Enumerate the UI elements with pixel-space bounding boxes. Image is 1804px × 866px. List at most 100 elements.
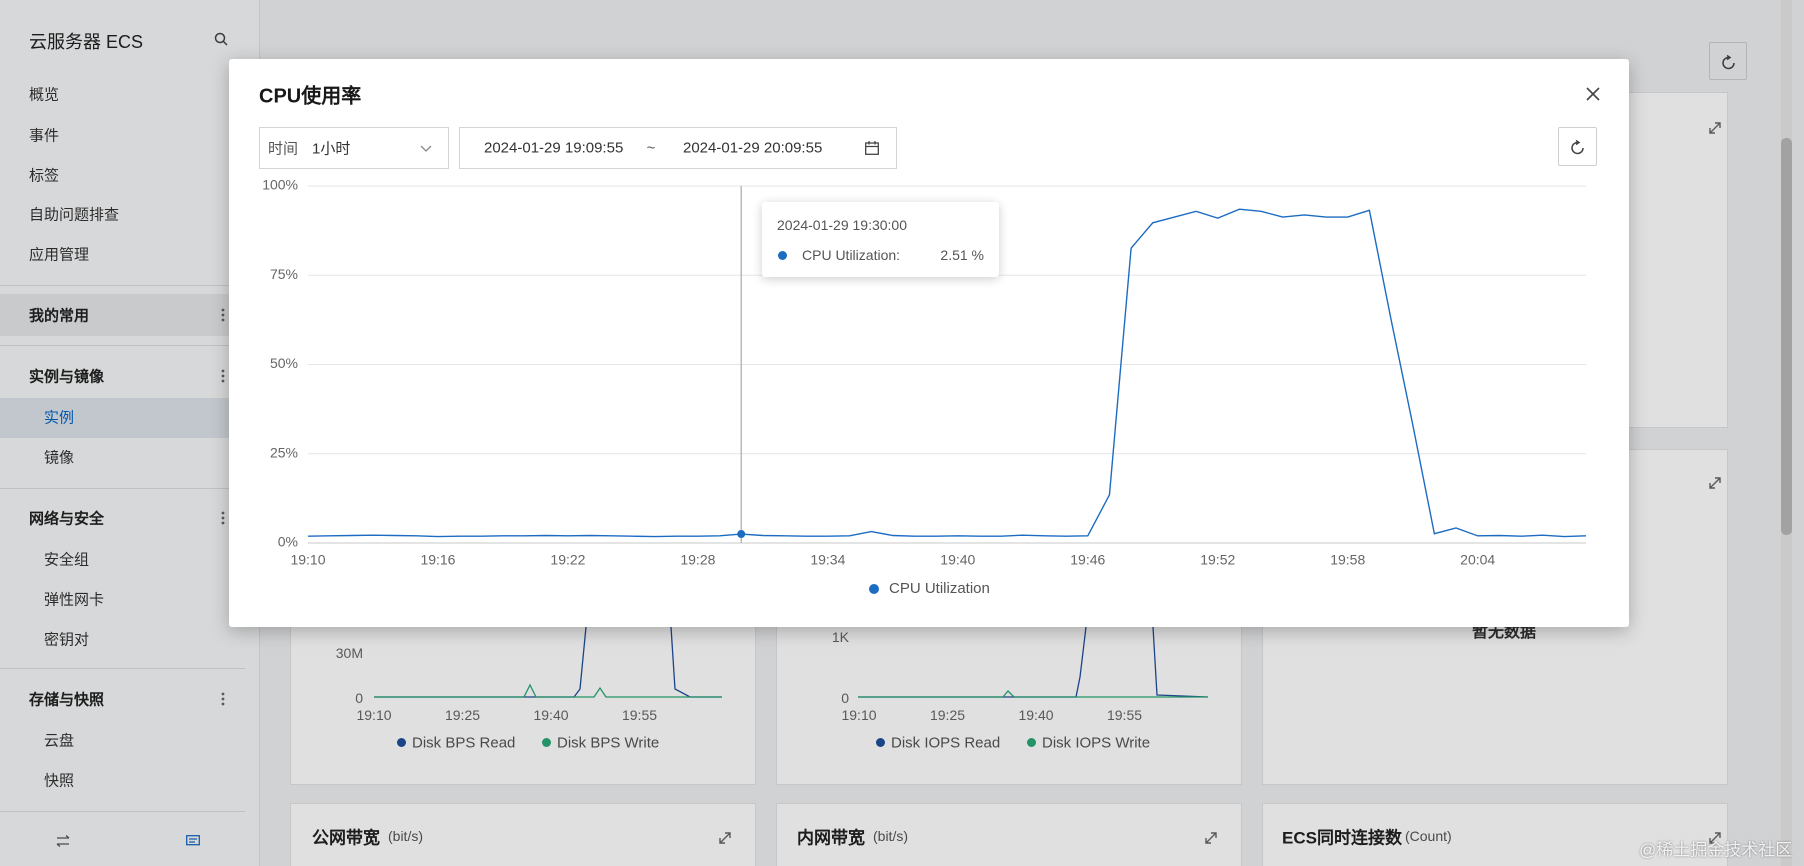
close-icon[interactable] xyxy=(1586,87,1600,101)
modal-title: CPU使用率 xyxy=(259,85,362,108)
x-tick-label: 19:46 xyxy=(1070,552,1105,568)
legend-label: CPU Utilization xyxy=(889,580,990,597)
refresh-button[interactable] xyxy=(1558,127,1597,166)
refresh-icon xyxy=(1571,139,1584,155)
nav-item[interactable]: 自助问题排查 xyxy=(29,206,120,224)
calendar-icon-part xyxy=(865,141,879,148)
search-icon[interactable] xyxy=(214,32,228,46)
more-icon-part xyxy=(221,692,225,696)
button-frame xyxy=(1709,42,1747,80)
x-tick-label: 19:16 xyxy=(420,552,455,568)
legend-label: Disk IOPS Read xyxy=(891,734,1001,752)
time-range: 1小时 xyxy=(312,140,351,158)
nav-item[interactable]: 快照 xyxy=(44,772,75,790)
more-icon[interactable] xyxy=(221,511,225,525)
row-highlight xyxy=(0,398,259,438)
more-icon-part xyxy=(221,521,225,525)
y-tick-label: 100% xyxy=(262,177,298,193)
card-unit: (bit/s) xyxy=(388,828,423,844)
tooltip xyxy=(762,202,999,277)
feedback-icon-part xyxy=(189,838,197,843)
more-icon-part xyxy=(221,318,225,322)
x-tick-label: 19:34 xyxy=(810,552,845,568)
separator xyxy=(0,668,245,669)
nav-group-title[interactable]: 网络与安全 xyxy=(29,510,105,528)
nav-group-title[interactable]: 存储与快照 xyxy=(29,691,105,709)
time-select[interactable] xyxy=(259,127,449,169)
card-title: 公网带宽 xyxy=(312,828,380,848)
expand-icon-part xyxy=(1205,832,1217,844)
feedback-icon[interactable] xyxy=(186,835,200,847)
expand-icon[interactable] xyxy=(1204,831,1218,845)
more-icon-part xyxy=(221,369,225,373)
expand-icon[interactable] xyxy=(1708,476,1722,490)
nav-item[interactable]: 镜像 xyxy=(44,449,75,467)
refresh-button-bg-part xyxy=(1726,54,1732,61)
calendar-icon-part xyxy=(865,142,879,155)
legend-dot xyxy=(1027,738,1036,747)
mini-chart-part xyxy=(374,683,722,698)
mini-chart xyxy=(374,626,722,698)
refresh-icon-part xyxy=(1571,141,1584,155)
legend-label: Disk BPS Write xyxy=(557,734,660,752)
refresh-button-bg[interactable] xyxy=(1721,54,1735,70)
nav-item[interactable]: 事件 xyxy=(29,127,60,145)
mini-chart xyxy=(858,626,1209,698)
mini-chart-part xyxy=(858,690,1208,698)
more-icon[interactable] xyxy=(221,308,225,322)
separator xyxy=(0,811,245,812)
x-tick-label: 20:04 xyxy=(1460,552,1495,568)
expand-icon-part xyxy=(1709,122,1721,134)
chevron-icon xyxy=(420,145,432,152)
no-data-text: 暂无数据 xyxy=(1471,624,1537,641)
nav-item[interactable]: 云盘 xyxy=(44,732,75,750)
y-tick-label: 30M xyxy=(335,645,363,661)
series-line xyxy=(307,208,1587,538)
feedback-icon-part xyxy=(186,835,200,846)
nav-item[interactable]: 弹性网卡 xyxy=(44,591,105,609)
nav-item[interactable]: 实例 xyxy=(44,409,75,427)
time-label: 时间 xyxy=(268,140,299,158)
more-icon-part xyxy=(221,313,225,317)
nav-item[interactable]: 密钥对 xyxy=(44,631,90,649)
x-tick-label: 19:22 xyxy=(550,552,585,568)
nav-group-title[interactable]: 实例与镜像 xyxy=(29,368,105,386)
tooltip-time: 2024-01-29 19:30:00 xyxy=(777,217,907,233)
y-tick-label: 0 xyxy=(355,690,363,706)
legend-label: Disk IOPS Write xyxy=(1042,734,1151,752)
tooltip-label: CPU Utilization: xyxy=(802,247,901,263)
x-tick-label: 19:55 xyxy=(1106,707,1143,723)
expand-icon-part xyxy=(1709,477,1721,489)
start-date: 2024-01-29 19:09:55 xyxy=(484,139,624,157)
nav-item[interactable]: 应用管理 xyxy=(29,246,90,264)
separator xyxy=(0,488,245,489)
switch-icon[interactable] xyxy=(56,835,70,847)
more-icon-part xyxy=(221,374,225,378)
expand-icon-part xyxy=(1709,832,1721,844)
x-tick-label: 19:40 xyxy=(1018,707,1054,723)
search-icon-part xyxy=(214,32,226,44)
more-icon[interactable] xyxy=(221,692,225,706)
tooltip-dot xyxy=(778,251,787,260)
x-tick-label: 19:10 xyxy=(356,707,392,723)
x-tick-label: 19:40 xyxy=(533,707,569,723)
nav-item[interactable]: 安全组 xyxy=(44,551,90,569)
card-unit: (Count) xyxy=(1405,828,1452,844)
more-icon[interactable] xyxy=(221,369,225,383)
watermark: @稀土掘金技术社区 xyxy=(1639,840,1793,860)
separator xyxy=(0,345,245,346)
date-range[interactable] xyxy=(459,127,897,169)
card-unit: (bit/s) xyxy=(873,828,908,844)
x-tick-label: 19:52 xyxy=(1200,552,1235,568)
refresh-icon-part xyxy=(1575,139,1581,146)
legend-dot xyxy=(876,738,885,747)
nav-item[interactable]: 标签 xyxy=(29,167,60,185)
end-date: 2024-01-29 20:09:55 xyxy=(683,139,823,157)
y-tick-label: 25% xyxy=(270,444,298,460)
nav-item[interactable]: 概览 xyxy=(29,86,60,104)
expand-icon[interactable] xyxy=(718,831,732,845)
expand-icon[interactable] xyxy=(1708,831,1722,845)
nav-group-title[interactable]: 我的常用 xyxy=(29,307,90,325)
expand-icon[interactable] xyxy=(1708,121,1722,135)
